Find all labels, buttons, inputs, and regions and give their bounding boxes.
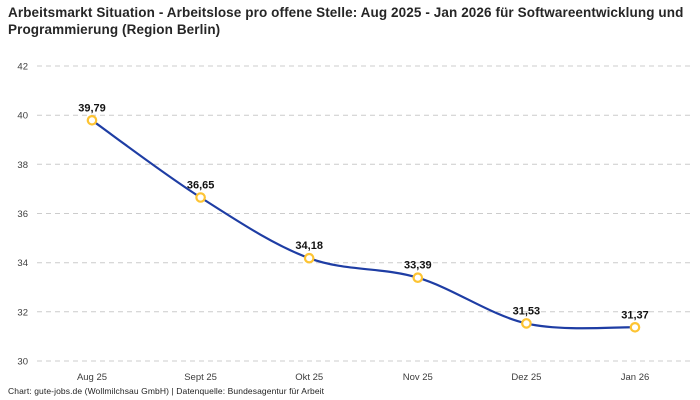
data-point-marker-2 — [303, 252, 315, 264]
y-axis-tick-34: 34 — [17, 258, 28, 269]
x-axis-label-3: Nov 25 — [403, 372, 433, 383]
x-axis-label-5: Jan 26 — [621, 372, 650, 383]
y-axis-tick-36: 36 — [17, 209, 28, 220]
y-axis-tick-30: 30 — [17, 357, 28, 368]
data-point-label-2: 34,18 — [295, 240, 323, 252]
data-point-marker-4 — [521, 318, 532, 329]
x-axis-label-4: Dez 25 — [511, 372, 541, 383]
data-point-label-1: 36,65 — [187, 180, 215, 192]
x-axis-label-0: Aug 25 — [77, 372, 107, 383]
data-point-label-5: 31,37 — [621, 309, 649, 321]
chart-title: Arbeitsmarkt Situation - Arbeitslose pro… — [8, 5, 684, 37]
x-axis-label-2: Okt 25 — [295, 372, 323, 383]
x-axis-label-1: Sept 25 — [184, 372, 217, 383]
data-point-label-3: 33,39 — [404, 260, 432, 272]
y-axis-tick-32: 32 — [17, 307, 28, 318]
y-axis-tick-40: 40 — [17, 111, 28, 122]
data-point-label-0: 39,79 — [78, 102, 106, 114]
data-series-line — [90, 119, 637, 330]
y-axis-tick-42: 42 — [17, 62, 28, 73]
data-point-label-4: 31,53 — [513, 305, 541, 317]
data-point-marker-1 — [195, 192, 206, 203]
data-point-marker-3 — [412, 272, 424, 283]
data-point-marker-5 — [629, 321, 641, 333]
data-point-marker-0 — [86, 115, 98, 126]
chart-attribution: Chart: gute-jobs.de (Wollmilchsau GmbH) … — [8, 386, 325, 396]
y-axis-tick-38: 38 — [17, 160, 28, 171]
